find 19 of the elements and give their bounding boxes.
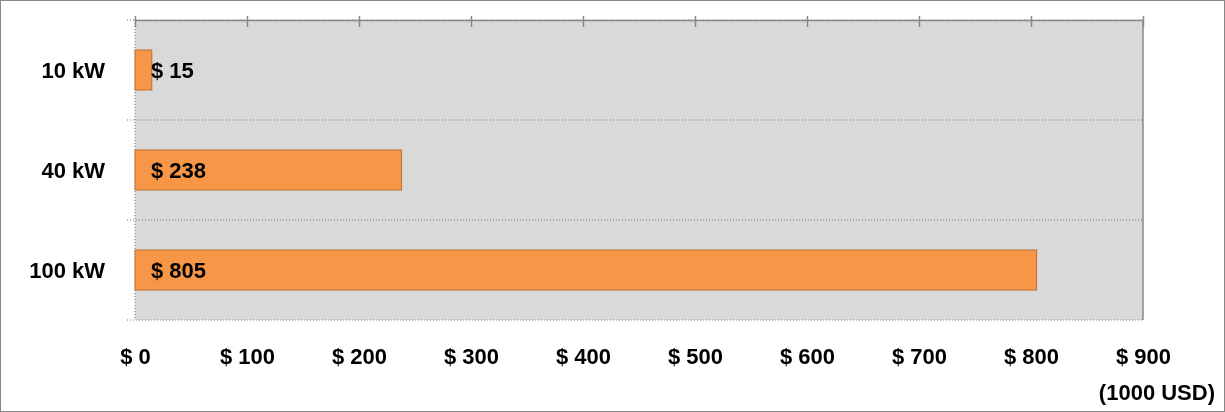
x-tick-label: $ 300 bbox=[443, 343, 500, 369]
y-tick-label: 100 kW bbox=[29, 257, 106, 283]
y-tick-label: 10 kW bbox=[41, 57, 106, 83]
data-label: $ 805 bbox=[151, 257, 207, 283]
bar bbox=[134, 249, 1038, 291]
bar bbox=[134, 49, 153, 91]
x-tick-label: $ 600 bbox=[779, 343, 836, 369]
x-tick-label: $ 700 bbox=[891, 343, 948, 369]
x-tick-label: $ 400 bbox=[555, 343, 612, 369]
x-tick-label: $ 500 bbox=[667, 343, 724, 369]
x-tick-label: $ 800 bbox=[1003, 343, 1060, 369]
x-tick-label: $ 100 bbox=[219, 343, 276, 369]
y-tick-label: 40 kW bbox=[41, 157, 106, 183]
data-label: $ 238 bbox=[151, 157, 207, 183]
x-axis-title: (1000 USD) bbox=[1098, 380, 1215, 405]
bar bbox=[134, 149, 403, 191]
x-tick-label: $ 200 bbox=[331, 343, 388, 369]
x-tick-label: $ 900 bbox=[1115, 343, 1172, 369]
x-tick-label: $ 0 bbox=[120, 343, 151, 369]
